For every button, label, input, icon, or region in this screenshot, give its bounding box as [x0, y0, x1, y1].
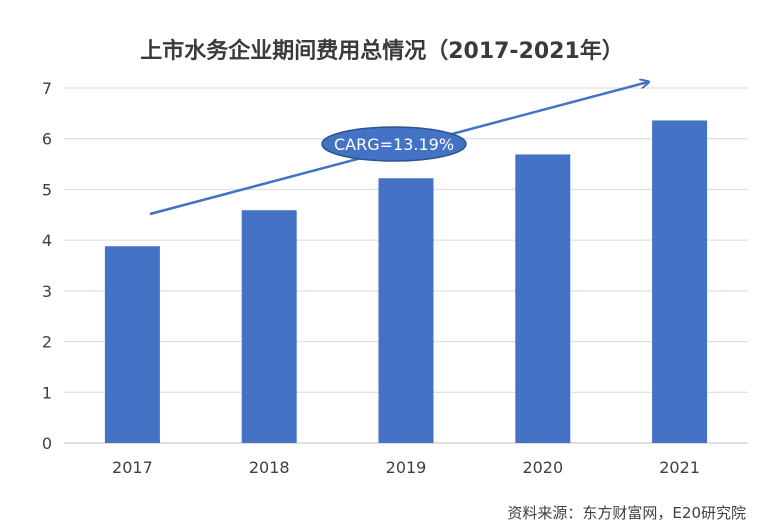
- bar-2019: [378, 178, 434, 443]
- y-tick-label: 3: [42, 282, 52, 301]
- bars: [104, 120, 708, 443]
- chart-title: 上市水务企业期间费用总情况（2017-2021年）: [140, 38, 624, 64]
- x-tick-label: 2020: [522, 458, 563, 477]
- cagr-label: CARG=13.19%: [334, 135, 454, 154]
- x-tick-label: 2021: [659, 458, 700, 477]
- y-axis-ticks: 0 1 2 3 4 5 6 7: [42, 79, 52, 453]
- cagr-bubble: [321, 126, 467, 162]
- y-tick-label: 1: [42, 383, 52, 402]
- y-tick-label: 2: [42, 333, 52, 352]
- y-tick-label: 7: [42, 79, 52, 98]
- bar-2018: [241, 210, 297, 443]
- bar-2021: [652, 120, 708, 443]
- y-tick-label: 0: [42, 434, 52, 453]
- y-tick-label: 4: [42, 231, 52, 250]
- source-note: 资料来源：东方财富网，E20研究院: [507, 504, 746, 522]
- x-axis-ticks: 2017 2018 2019 2020 2021: [112, 458, 700, 477]
- x-tick-label: 2018: [249, 458, 290, 477]
- x-tick-label: 2017: [112, 458, 153, 477]
- bar-2017: [104, 246, 160, 443]
- y-tick-label: 6: [42, 130, 52, 149]
- bar-2020: [515, 154, 571, 443]
- y-tick-label: 5: [42, 180, 52, 199]
- x-tick-label: 2019: [386, 458, 427, 477]
